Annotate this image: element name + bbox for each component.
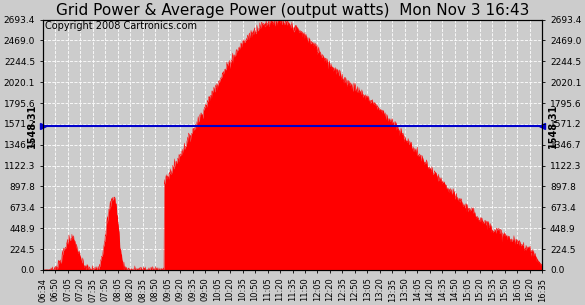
Text: 1548.31: 1548.31: [548, 104, 558, 148]
Title: Grid Power & Average Power (output watts)  Mon Nov 3 16:43: Grid Power & Average Power (output watts…: [56, 3, 529, 19]
Text: Copyright 2008 Cartronics.com: Copyright 2008 Cartronics.com: [45, 21, 197, 31]
Text: 1548.31: 1548.31: [27, 104, 37, 148]
